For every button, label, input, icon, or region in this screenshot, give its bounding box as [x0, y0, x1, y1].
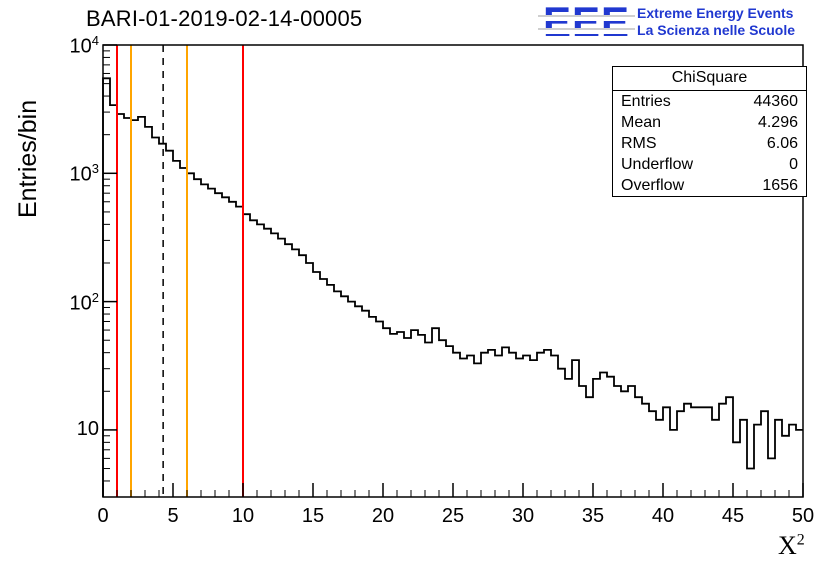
stats-value: 4.296	[757, 114, 798, 131]
x-tick-label: 15	[301, 505, 325, 527]
stats-value: 44360	[753, 93, 799, 110]
stats-value: 1656	[762, 177, 798, 194]
logo-stripe	[538, 28, 636, 34]
x-tick-label: 45	[721, 505, 745, 527]
plot-title: BARI-01-2019-02-14-00005	[86, 6, 363, 31]
x-tick-label: 5	[167, 505, 179, 527]
stats-label: Entries	[621, 93, 671, 110]
logo-line1: Extreme Energy Events	[637, 5, 794, 21]
stats-row: Entries 44360	[613, 91, 806, 112]
x-tick-label: 30	[511, 505, 535, 527]
stats-box: ChiSquare Entries 44360 Mean 4.296 RMS 6…	[612, 66, 807, 197]
stats-label: Overflow	[621, 177, 685, 194]
stats-label: Underflow	[621, 156, 694, 173]
stats-label: Mean	[621, 114, 662, 131]
stats-value: 6.06	[766, 135, 798, 152]
stats-label: RMS	[621, 135, 657, 152]
logo-stripe	[538, 15, 636, 21]
eee-logo: EEE Extreme Energy Events La Scienza nel…	[538, 1, 795, 43]
y-tick-label: 10	[76, 417, 99, 440]
x-axis-title-sup: 2	[796, 531, 805, 549]
x-tick-label: 25	[441, 505, 465, 527]
eee-logo-text: EEE	[543, 0, 631, 45]
y-tick-label: 104	[69, 33, 99, 58]
x-tick-label: 20	[371, 505, 395, 527]
x-tick-label: 0	[97, 505, 109, 527]
stats-row: RMS 6.06	[613, 133, 806, 154]
x-tick-label: 35	[581, 505, 605, 527]
stats-value: 0	[789, 156, 798, 173]
x-tick-label: 40	[651, 505, 675, 527]
stats-row: Overflow 1656	[613, 175, 806, 196]
histogram-step-line	[102, 77, 803, 497]
x-tick-label: 50	[791, 505, 815, 527]
x-tick-label: 10	[231, 505, 255, 527]
logo-line2: La Scienza nelle Scuole	[637, 22, 795, 38]
stats-row: Mean 4.296	[613, 112, 806, 133]
eee-logo-mark: EEE	[538, 1, 636, 43]
y-tick-label: 102	[69, 289, 99, 315]
stats-row: Underflow 0	[613, 154, 806, 175]
x-axis-title-base: X	[778, 531, 797, 560]
stats-box-title: ChiSquare	[613, 67, 806, 91]
x-axis-title: X2	[778, 531, 805, 561]
y-tick-label: 103	[69, 161, 99, 186]
